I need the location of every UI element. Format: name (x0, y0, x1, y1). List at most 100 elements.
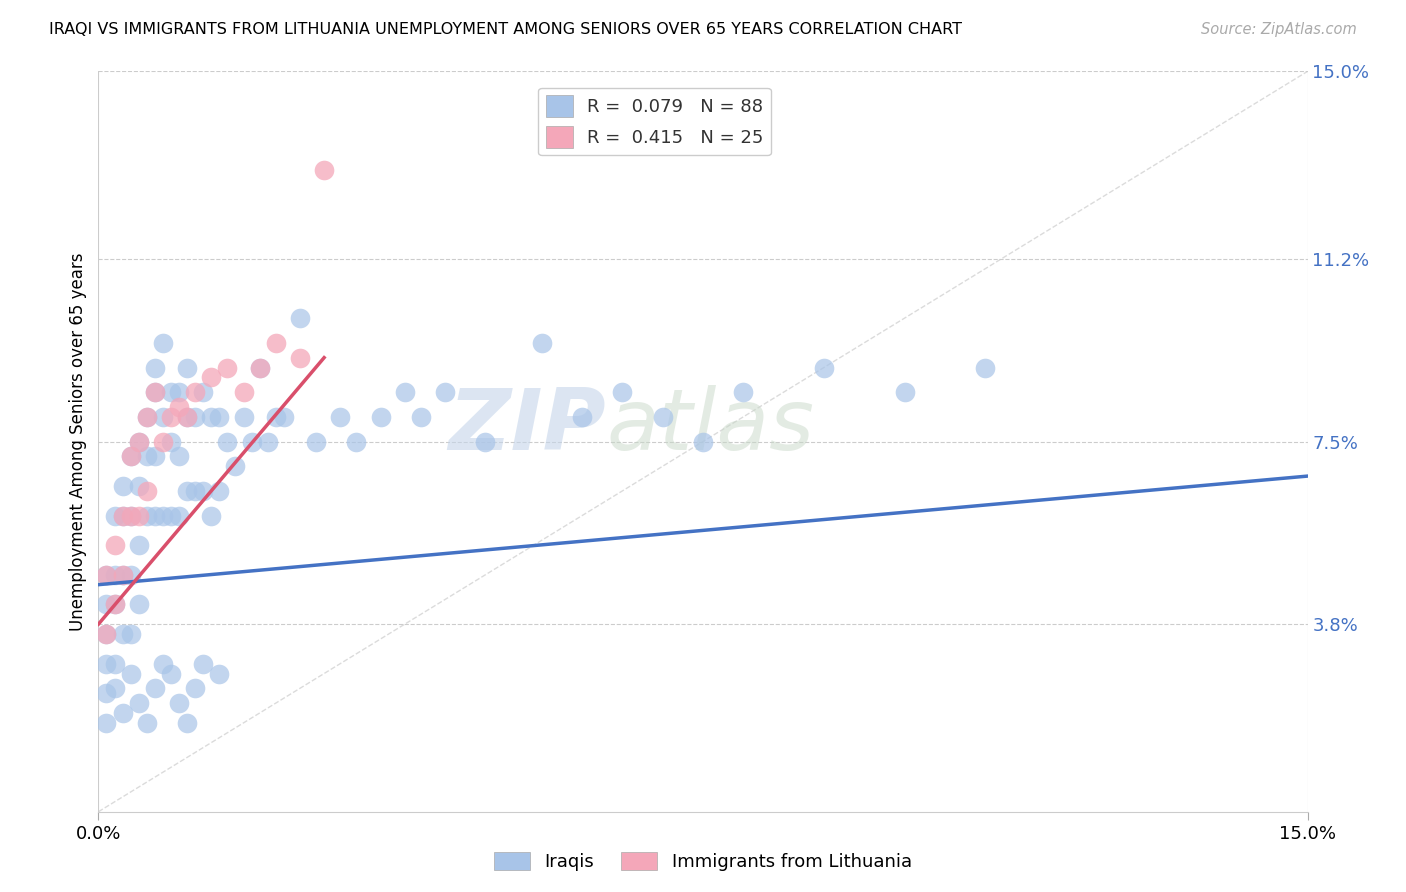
Point (143, 681, 166, 696)
Point (813, 360, 835, 375)
Point (111, 479, 134, 493)
Text: IRAQI VS IMMIGRANTS FROM LITHUANIA UNEMPLOYMENT AMONG SENIORS OVER 65 YEARS CORR: IRAQI VS IMMIGRANTS FROM LITHUANIA UNEMP… (49, 22, 962, 37)
Point (200, 409, 222, 424)
Point (193, 483, 215, 498)
Point (167, 696, 190, 710)
Point (152, 657, 174, 671)
Point (120, 450, 142, 464)
Point (184, 409, 207, 424)
Point (96, 567, 118, 582)
Point (143, 385, 166, 400)
Point (184, 483, 207, 498)
Legend: R =  0.079   N = 88, R =  0.415   N = 25: R = 0.079 N = 88, R = 0.415 N = 25 (538, 87, 770, 155)
Point (264, 335, 287, 350)
Point (288, 351, 311, 365)
Point (135, 715, 157, 730)
Point (264, 409, 287, 424)
Point (96, 686, 118, 700)
Point (111, 706, 134, 720)
Point (128, 434, 150, 449)
Point (167, 385, 190, 400)
Point (103, 538, 125, 552)
Point (120, 666, 142, 681)
Point (208, 666, 231, 681)
Point (96, 715, 118, 730)
Point (128, 598, 150, 612)
Point (152, 335, 174, 350)
Point (288, 311, 311, 326)
Point (893, 385, 915, 400)
Point (96, 598, 118, 612)
Point (571, 409, 593, 424)
Point (103, 657, 125, 671)
Point (160, 409, 183, 424)
Point (167, 508, 190, 523)
Point (530, 335, 553, 350)
Point (96, 657, 118, 671)
Point (184, 681, 207, 696)
Point (176, 409, 198, 424)
Point (135, 450, 157, 464)
Point (111, 567, 134, 582)
Point (152, 409, 174, 424)
Point (152, 434, 174, 449)
Point (103, 681, 125, 696)
Point (200, 508, 222, 523)
Point (733, 385, 755, 400)
Point (160, 385, 183, 400)
Point (193, 657, 215, 671)
Point (143, 450, 166, 464)
Point (103, 567, 125, 582)
Point (249, 360, 271, 375)
Point (135, 409, 157, 424)
Point (370, 409, 392, 424)
Point (120, 508, 142, 523)
Point (160, 508, 183, 523)
Point (176, 360, 198, 375)
Point (111, 627, 134, 641)
Point (314, 163, 336, 178)
Point (692, 434, 714, 449)
Point (128, 538, 150, 552)
Point (111, 508, 134, 523)
Point (128, 434, 150, 449)
Point (176, 715, 198, 730)
Point (135, 483, 157, 498)
Point (160, 434, 183, 449)
Point (474, 434, 496, 449)
Point (143, 360, 166, 375)
Point (256, 434, 278, 449)
Point (344, 434, 367, 449)
Point (152, 508, 174, 523)
Legend: Iraqis, Immigrants from Lithuania: Iraqis, Immigrants from Lithuania (486, 845, 920, 879)
Text: atlas: atlas (606, 385, 814, 468)
Point (176, 409, 198, 424)
Point (240, 434, 263, 449)
Point (143, 385, 166, 400)
Point (96, 567, 118, 582)
Point (96, 627, 118, 641)
Point (120, 450, 142, 464)
Point (651, 409, 673, 424)
Point (409, 409, 432, 424)
Text: ZIP: ZIP (449, 385, 606, 468)
Point (111, 508, 134, 523)
Point (273, 409, 295, 424)
Point (103, 598, 125, 612)
Point (103, 598, 125, 612)
Point (232, 409, 254, 424)
Point (128, 508, 150, 523)
Y-axis label: Unemployment Among Seniors over 65 years: Unemployment Among Seniors over 65 years (69, 252, 87, 631)
Point (224, 459, 246, 474)
Point (167, 400, 190, 414)
Point (120, 508, 142, 523)
Point (167, 450, 190, 464)
Point (217, 434, 239, 449)
Point (249, 360, 271, 375)
Point (135, 409, 157, 424)
Point (434, 385, 457, 400)
Point (111, 567, 134, 582)
Point (612, 385, 634, 400)
Point (232, 385, 254, 400)
Point (208, 483, 231, 498)
